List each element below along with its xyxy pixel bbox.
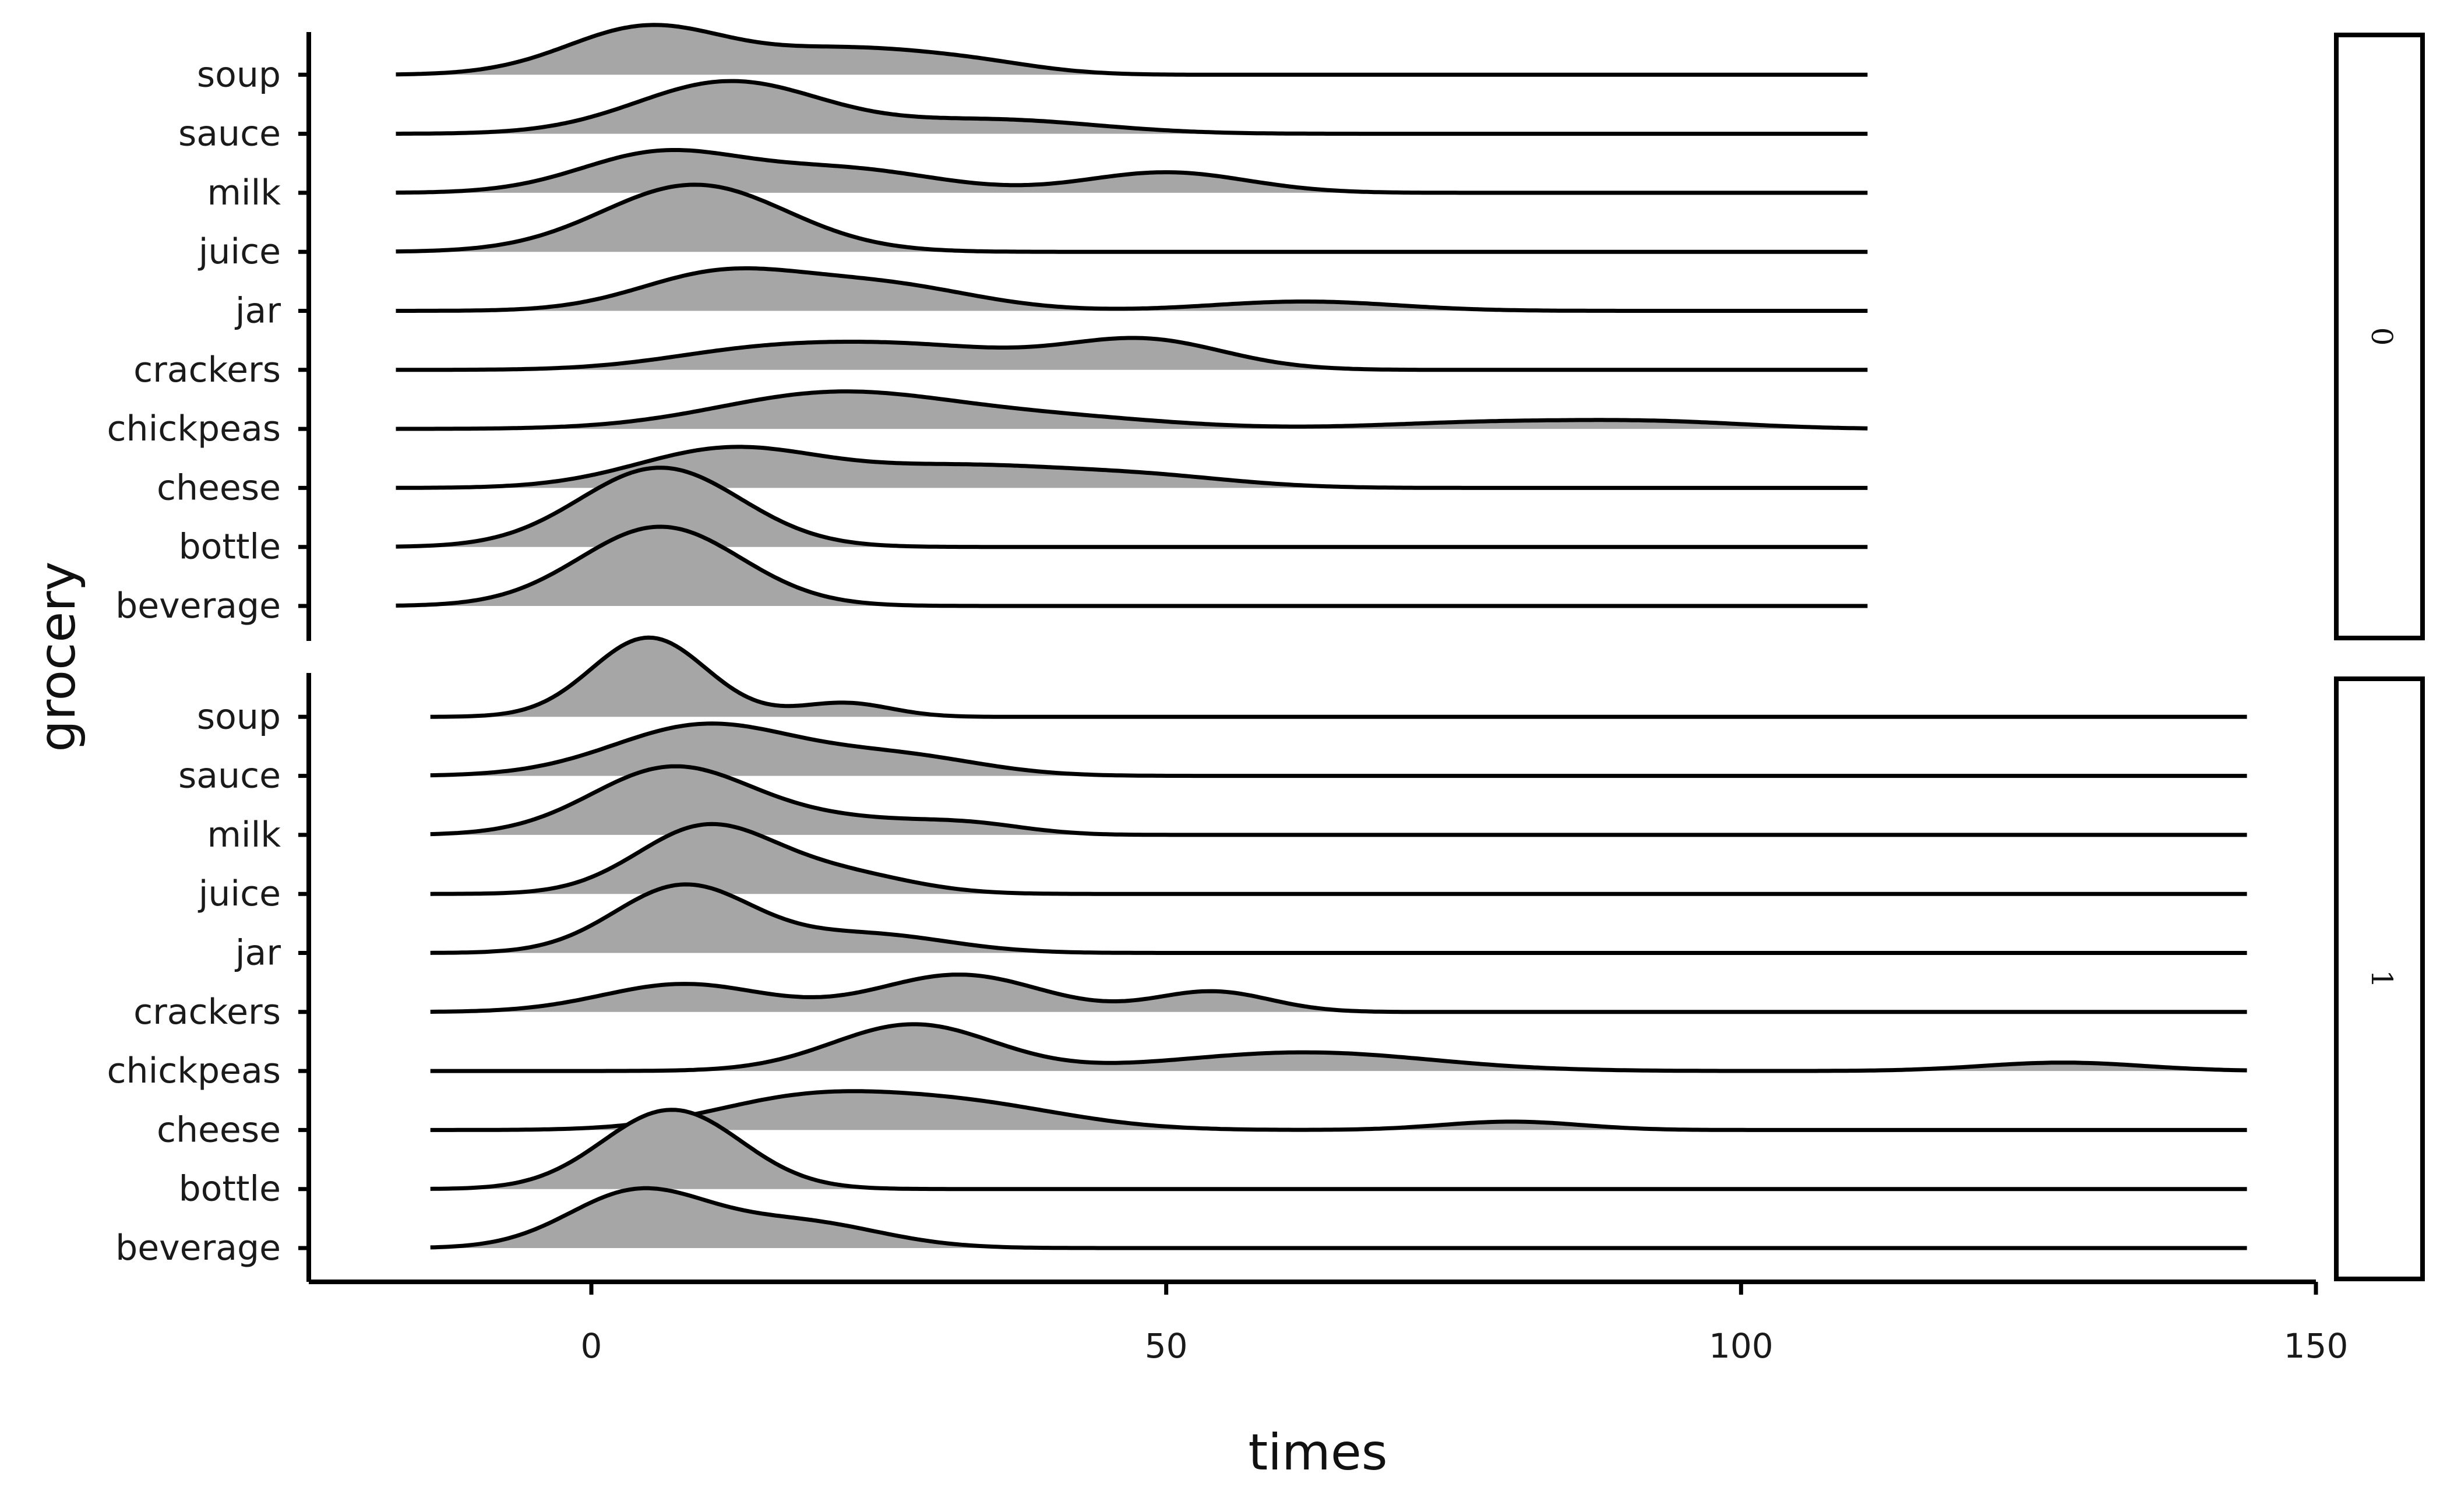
facet-strip-label: 0 [2365,327,2399,346]
ridge-fill-bottle [396,467,1868,547]
x-tick-label: 150 [2284,1326,2349,1366]
y-tick-label: sauce [178,756,281,796]
ridge-line-jar [396,266,1868,313]
ridge-line-sauce [396,79,1868,136]
x-tick-label: 50 [1145,1326,1188,1366]
ridge-line-cheese [396,445,1868,490]
ridge-line-bottle [396,466,1868,549]
ridge-line-cheese [430,1089,2247,1132]
y-tick-label: beverage [115,586,281,626]
y-tick-label: jar [234,291,281,332]
y-tick-label: soup [197,54,281,95]
ridge-line-crackers [430,972,2247,1014]
y-tick-label: crackers [133,350,281,390]
ridge-fill-beverage [430,1188,2247,1248]
y-tick-label: milk [207,815,281,855]
y-tick-label: juice [198,231,281,272]
y-tick-label: chickpeas [107,408,281,449]
ridge-line-jar [430,882,2247,955]
ridge-fill-soup [430,637,2247,717]
facet-strip [2334,33,2425,640]
y-tick-label: bottle [179,1169,281,1210]
y-tick-label: soup [197,696,281,737]
ridge-line-bottle [430,1108,2247,1192]
x-axis-title: times [1248,1423,1387,1482]
ridge-fill-sauce [430,723,2247,776]
ridge-fill-bottle [430,1109,2247,1189]
ridge-line-chickpeas [430,1022,2247,1073]
panel-0: soup sauce milk juice jar crackers chickpeas ch… [107,23,2425,641]
ridge-line-milk [396,148,1868,195]
facet-strip [2334,676,2425,1281]
x-tick-label: 0 [581,1326,602,1366]
y-tick-label: milk [207,172,281,213]
y-tick-label: beverage [115,1228,281,1268]
y-tick-label: bottle [179,527,281,568]
y-tick-label: jar [234,933,281,974]
ridge-fill-soup [396,24,1868,75]
ridge-fill-jar [396,268,1868,311]
ridge-line-chickpeas [396,389,1868,431]
y-tick-label: juice [198,873,281,914]
y-axis-title: grocery [29,561,87,752]
ridge-line-juice [430,822,2247,896]
x-tick-label: 100 [1709,1326,1773,1366]
y-tick-label: chickpeas [107,1051,281,1091]
ridge-line-sauce [430,721,2247,778]
facet-strip-label: 1 [2365,970,2399,988]
ridge-fill-beverage [396,527,1868,606]
ridge-line-beverage [396,524,1868,608]
ridge-fill-sauce [396,81,1868,134]
y-tick-label: cheese [157,1109,281,1150]
ridge-line-juice [396,182,1868,254]
ridge-fill-crackers [430,974,2247,1012]
ridge-fill-chickpeas [430,1024,2247,1072]
ridge-fill-cheese [430,1091,2247,1130]
ridge-line-milk [430,764,2247,837]
ridge-line-beverage [430,1186,2247,1250]
y-tick-label: cheese [157,467,281,508]
ridge-line-soup [430,635,2247,719]
ridge-line-soup [396,23,1868,77]
ridge-line-crackers [396,336,1868,372]
ridge-fill-cheese [396,446,1868,488]
y-tick-label: sauce [178,114,281,154]
y-tick-label: crackers [133,992,281,1032]
panel-1: soup sauce milk juice jar crackers chickpeas ch… [107,635,2425,1282]
